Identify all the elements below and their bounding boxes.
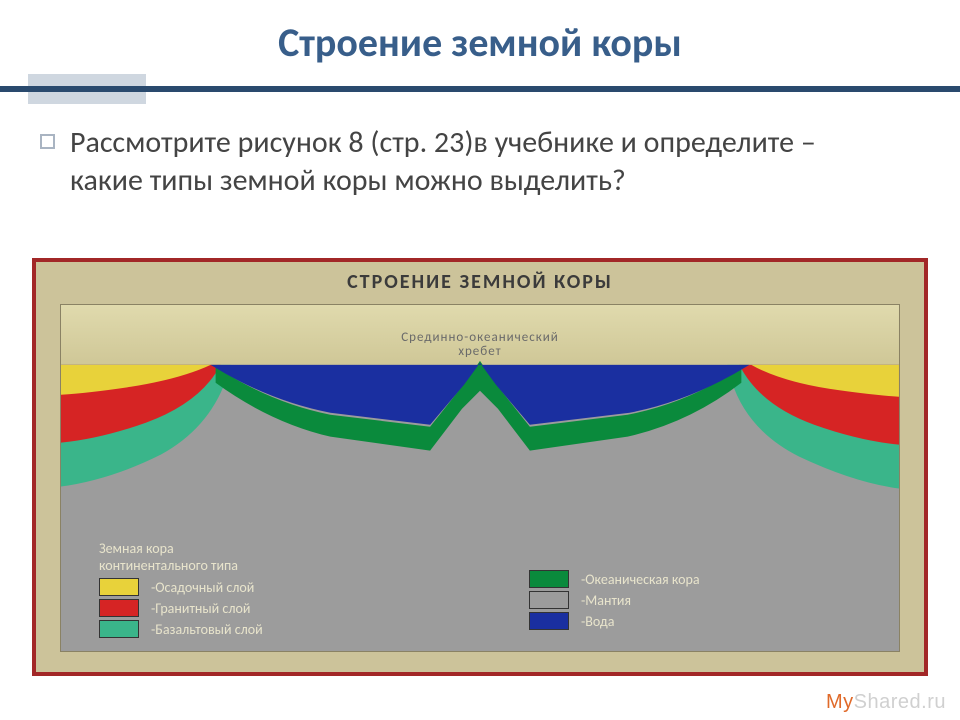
legend-left: Земная кора континентального типа -Осадо… <box>99 540 399 641</box>
ridge-label-l1: Срединно-океанический <box>401 330 559 345</box>
ridge-label: Срединно-океанический хребет <box>61 331 899 360</box>
watermark-prefix: My <box>826 691 854 713</box>
accent-bar <box>0 86 960 92</box>
legend-item: -Гранитный слой <box>99 599 399 617</box>
swatch-sediment <box>99 578 139 596</box>
diagram-title: СТРОЕНИЕ ЗЕМНОЙ КОРЫ <box>36 270 924 294</box>
legend-label: -Мантия <box>581 592 631 609</box>
watermark: MyShared.ru <box>826 691 946 714</box>
swatch-basalt <box>99 620 139 638</box>
page-title: Строение земной коры <box>0 18 960 67</box>
legend-item: -Осадочный слой <box>99 578 399 596</box>
legend-label: -Базальтовый слой <box>151 621 263 638</box>
chart-area: Срединно-океанический хребет Земная кора… <box>60 304 900 652</box>
swatch-ocean-crust <box>529 570 569 588</box>
crust-diagram: СТРОЕНИЕ ЗЕМНОЙ КОРЫ <box>32 258 928 676</box>
legend-label: -Океаническая кора <box>581 571 700 588</box>
slide: Строение земной коры Рассмотрите рисунок… <box>0 0 960 720</box>
legend-label: -Осадочный слой <box>151 579 254 596</box>
watermark-suffix: Shared <box>854 691 922 713</box>
watermark-ext: .ru <box>921 691 946 713</box>
legend-label: -Вода <box>581 613 614 630</box>
body-text: Рассмотрите рисунок 8 (стр. 23)в учебник… <box>70 124 890 199</box>
legend-item: -Вода <box>529 612 789 630</box>
legend-label: -Гранитный слой <box>151 600 250 617</box>
legend-item: -Базальтовый слой <box>99 620 399 638</box>
swatch-mantle <box>529 591 569 609</box>
legend-left-header: Земная кора континентального типа <box>99 540 399 574</box>
legend-item: -Океаническая кора <box>529 570 789 588</box>
legend-right: -Океаническая кора -Мантия -Вода <box>529 567 789 633</box>
swatch-granite <box>99 599 139 617</box>
ridge-label-l2: хребет <box>458 344 501 359</box>
swatch-water <box>529 612 569 630</box>
legend-item: -Мантия <box>529 591 789 609</box>
bullet-icon <box>40 134 55 149</box>
